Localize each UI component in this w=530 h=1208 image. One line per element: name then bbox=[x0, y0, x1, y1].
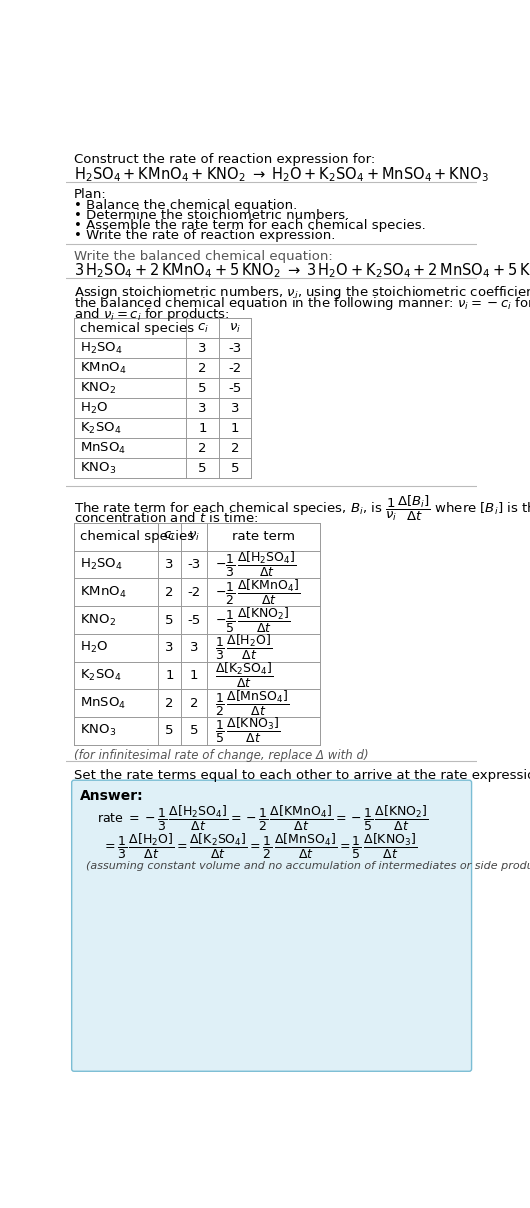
Text: chemical species: chemical species bbox=[80, 530, 195, 544]
Text: $\mathrm{H_2O}$: $\mathrm{H_2O}$ bbox=[80, 401, 108, 416]
Text: 5: 5 bbox=[231, 461, 240, 475]
Text: rate term: rate term bbox=[232, 530, 295, 544]
Text: $\mathrm{KNO_2}$: $\mathrm{KNO_2}$ bbox=[80, 381, 116, 396]
Text: 1: 1 bbox=[231, 422, 240, 435]
Text: • Write the rate of reaction expression.: • Write the rate of reaction expression. bbox=[74, 228, 335, 242]
Text: 5: 5 bbox=[190, 725, 198, 737]
Text: 5: 5 bbox=[198, 461, 207, 475]
Text: Assign stoichiometric numbers, $\nu_i$, using the stoichiometric coefficients, $: Assign stoichiometric numbers, $\nu_i$, … bbox=[74, 284, 530, 301]
Text: -5: -5 bbox=[188, 614, 201, 627]
FancyBboxPatch shape bbox=[72, 780, 472, 1071]
Text: concentration and $t$ is time:: concentration and $t$ is time: bbox=[74, 511, 258, 524]
Text: $-\dfrac{1}{5}\,\dfrac{\Delta[\mathrm{KNO_2}]}{\Delta t}$: $-\dfrac{1}{5}\,\dfrac{\Delta[\mathrm{KN… bbox=[215, 605, 291, 634]
Text: Plan:: Plan: bbox=[74, 188, 107, 201]
Text: Write the balanced chemical equation:: Write the balanced chemical equation: bbox=[74, 250, 333, 262]
Text: $-\dfrac{1}{3}\,\dfrac{\Delta[\mathrm{H_2SO_4}]}{\Delta t}$: $-\dfrac{1}{3}\,\dfrac{\Delta[\mathrm{H_… bbox=[215, 550, 297, 579]
Text: 5: 5 bbox=[198, 382, 207, 395]
Text: $\mathrm{MnSO_4}$: $\mathrm{MnSO_4}$ bbox=[80, 441, 126, 455]
Text: 3: 3 bbox=[231, 402, 240, 414]
Text: 1: 1 bbox=[190, 669, 198, 683]
Text: 5: 5 bbox=[165, 614, 173, 627]
Text: $-\dfrac{1}{2}\,\dfrac{\Delta[\mathrm{KMnO_4}]}{\Delta t}$: $-\dfrac{1}{2}\,\dfrac{\Delta[\mathrm{KM… bbox=[215, 577, 300, 606]
Text: • Balance the chemical equation.: • Balance the chemical equation. bbox=[74, 199, 297, 211]
Text: 2: 2 bbox=[198, 442, 207, 455]
Text: 2: 2 bbox=[165, 586, 173, 599]
Text: -3: -3 bbox=[228, 342, 242, 355]
Text: 3: 3 bbox=[198, 402, 207, 414]
Text: the balanced chemical equation in the following manner: $\nu_i = -c_i$ for react: the balanced chemical equation in the fo… bbox=[74, 295, 530, 312]
Text: (for infinitesimal rate of change, replace Δ with d): (for infinitesimal rate of change, repla… bbox=[74, 749, 369, 762]
Text: The rate term for each chemical species, $B_i$, is $\dfrac{1}{\nu_i}\dfrac{\Delt: The rate term for each chemical species,… bbox=[74, 494, 530, 523]
Text: 1: 1 bbox=[198, 422, 207, 435]
Text: $\mathrm{MnSO_4}$: $\mathrm{MnSO_4}$ bbox=[80, 696, 126, 710]
Text: $\nu_i$: $\nu_i$ bbox=[188, 530, 200, 544]
Text: and $\nu_i = c_i$ for products:: and $\nu_i = c_i$ for products: bbox=[74, 306, 229, 323]
Text: $\mathrm{3\,H_2SO_4 + 2\,KMnO_4 + 5\,KNO_2 \;\rightarrow\; 3\,H_2O + K_2SO_4 + 2: $\mathrm{3\,H_2SO_4 + 2\,KMnO_4 + 5\,KNO… bbox=[74, 261, 530, 280]
Text: 3: 3 bbox=[198, 342, 207, 355]
Text: $\mathrm{H_2SO_4}$: $\mathrm{H_2SO_4}$ bbox=[80, 341, 123, 356]
Text: $\dfrac{1}{3}\,\dfrac{\Delta[\mathrm{H_2O}]}{\Delta t}$: $\dfrac{1}{3}\,\dfrac{\Delta[\mathrm{H_2… bbox=[215, 633, 272, 662]
Text: $c_i$: $c_i$ bbox=[197, 321, 209, 335]
Text: $\mathrm{KNO_2}$: $\mathrm{KNO_2}$ bbox=[80, 612, 116, 628]
Text: Construct the rate of reaction expression for:: Construct the rate of reaction expressio… bbox=[74, 152, 375, 165]
Text: 3: 3 bbox=[165, 641, 173, 655]
Text: $\dfrac{1}{2}\,\dfrac{\Delta[\mathrm{MnSO_4}]}{\Delta t}$: $\dfrac{1}{2}\,\dfrac{\Delta[\mathrm{MnS… bbox=[215, 689, 289, 718]
Text: $\mathrm{KNO_3}$: $\mathrm{KNO_3}$ bbox=[80, 460, 117, 476]
Text: $= \dfrac{1}{3}\,\dfrac{\Delta[\mathrm{H_2O}]}{\Delta t} = \dfrac{\Delta[\mathrm: $= \dfrac{1}{3}\,\dfrac{\Delta[\mathrm{H… bbox=[102, 832, 417, 861]
Text: $\dfrac{\Delta[\mathrm{K_2SO_4}]}{\Delta t}$: $\dfrac{\Delta[\mathrm{K_2SO_4}]}{\Delta… bbox=[215, 661, 273, 690]
Text: Answer:: Answer: bbox=[80, 789, 144, 802]
Text: $\mathrm{K_2SO_4}$: $\mathrm{K_2SO_4}$ bbox=[80, 668, 121, 683]
Text: $\nu_i$: $\nu_i$ bbox=[229, 321, 241, 335]
Text: 2: 2 bbox=[190, 697, 198, 710]
Text: Set the rate terms equal to each other to arrive at the rate expression:: Set the rate terms equal to each other t… bbox=[74, 768, 530, 782]
Text: $\mathrm{H_2SO_4}$: $\mathrm{H_2SO_4}$ bbox=[80, 557, 123, 573]
Text: $c_i$: $c_i$ bbox=[163, 530, 175, 544]
Text: $\dfrac{1}{5}\,\dfrac{\Delta[\mathrm{KNO_3}]}{\Delta t}$: $\dfrac{1}{5}\,\dfrac{\Delta[\mathrm{KNO… bbox=[215, 716, 280, 745]
Text: 2: 2 bbox=[231, 442, 240, 455]
Text: • Assemble the rate term for each chemical species.: • Assemble the rate term for each chemic… bbox=[74, 219, 426, 232]
Text: $\mathrm{H_2O}$: $\mathrm{H_2O}$ bbox=[80, 640, 108, 655]
Text: 3: 3 bbox=[165, 558, 173, 571]
Text: $\mathrm{KNO_3}$: $\mathrm{KNO_3}$ bbox=[80, 724, 117, 738]
Text: 5: 5 bbox=[165, 725, 173, 737]
Text: $\mathrm{H_2SO_4 + KMnO_4 + KNO_2 \;\rightarrow\; H_2O + K_2SO_4 + MnSO_4 + KNO_: $\mathrm{H_2SO_4 + KMnO_4 + KNO_2 \;\rig… bbox=[74, 165, 489, 184]
Text: 2: 2 bbox=[165, 697, 173, 710]
Text: -5: -5 bbox=[228, 382, 242, 395]
Text: chemical species: chemical species bbox=[80, 321, 195, 335]
Text: 1: 1 bbox=[165, 669, 173, 683]
Text: (assuming constant volume and no accumulation of intermediates or side products): (assuming constant volume and no accumul… bbox=[86, 861, 530, 871]
Text: $\mathrm{KMnO_4}$: $\mathrm{KMnO_4}$ bbox=[80, 361, 127, 376]
Text: $\mathrm{KMnO_4}$: $\mathrm{KMnO_4}$ bbox=[80, 585, 127, 600]
Text: -2: -2 bbox=[228, 361, 242, 374]
Text: • Determine the stoichiometric numbers.: • Determine the stoichiometric numbers. bbox=[74, 209, 349, 222]
Text: -3: -3 bbox=[188, 558, 201, 571]
Text: rate $= -\dfrac{1}{3}\,\dfrac{\Delta[\mathrm{H_2SO_4}]}{\Delta t} = -\dfrac{1}{2: rate $= -\dfrac{1}{3}\,\dfrac{\Delta[\ma… bbox=[97, 805, 429, 834]
Text: $\mathrm{K_2SO_4}$: $\mathrm{K_2SO_4}$ bbox=[80, 420, 121, 436]
Text: 2: 2 bbox=[198, 361, 207, 374]
Text: 3: 3 bbox=[190, 641, 198, 655]
Text: -2: -2 bbox=[188, 586, 201, 599]
